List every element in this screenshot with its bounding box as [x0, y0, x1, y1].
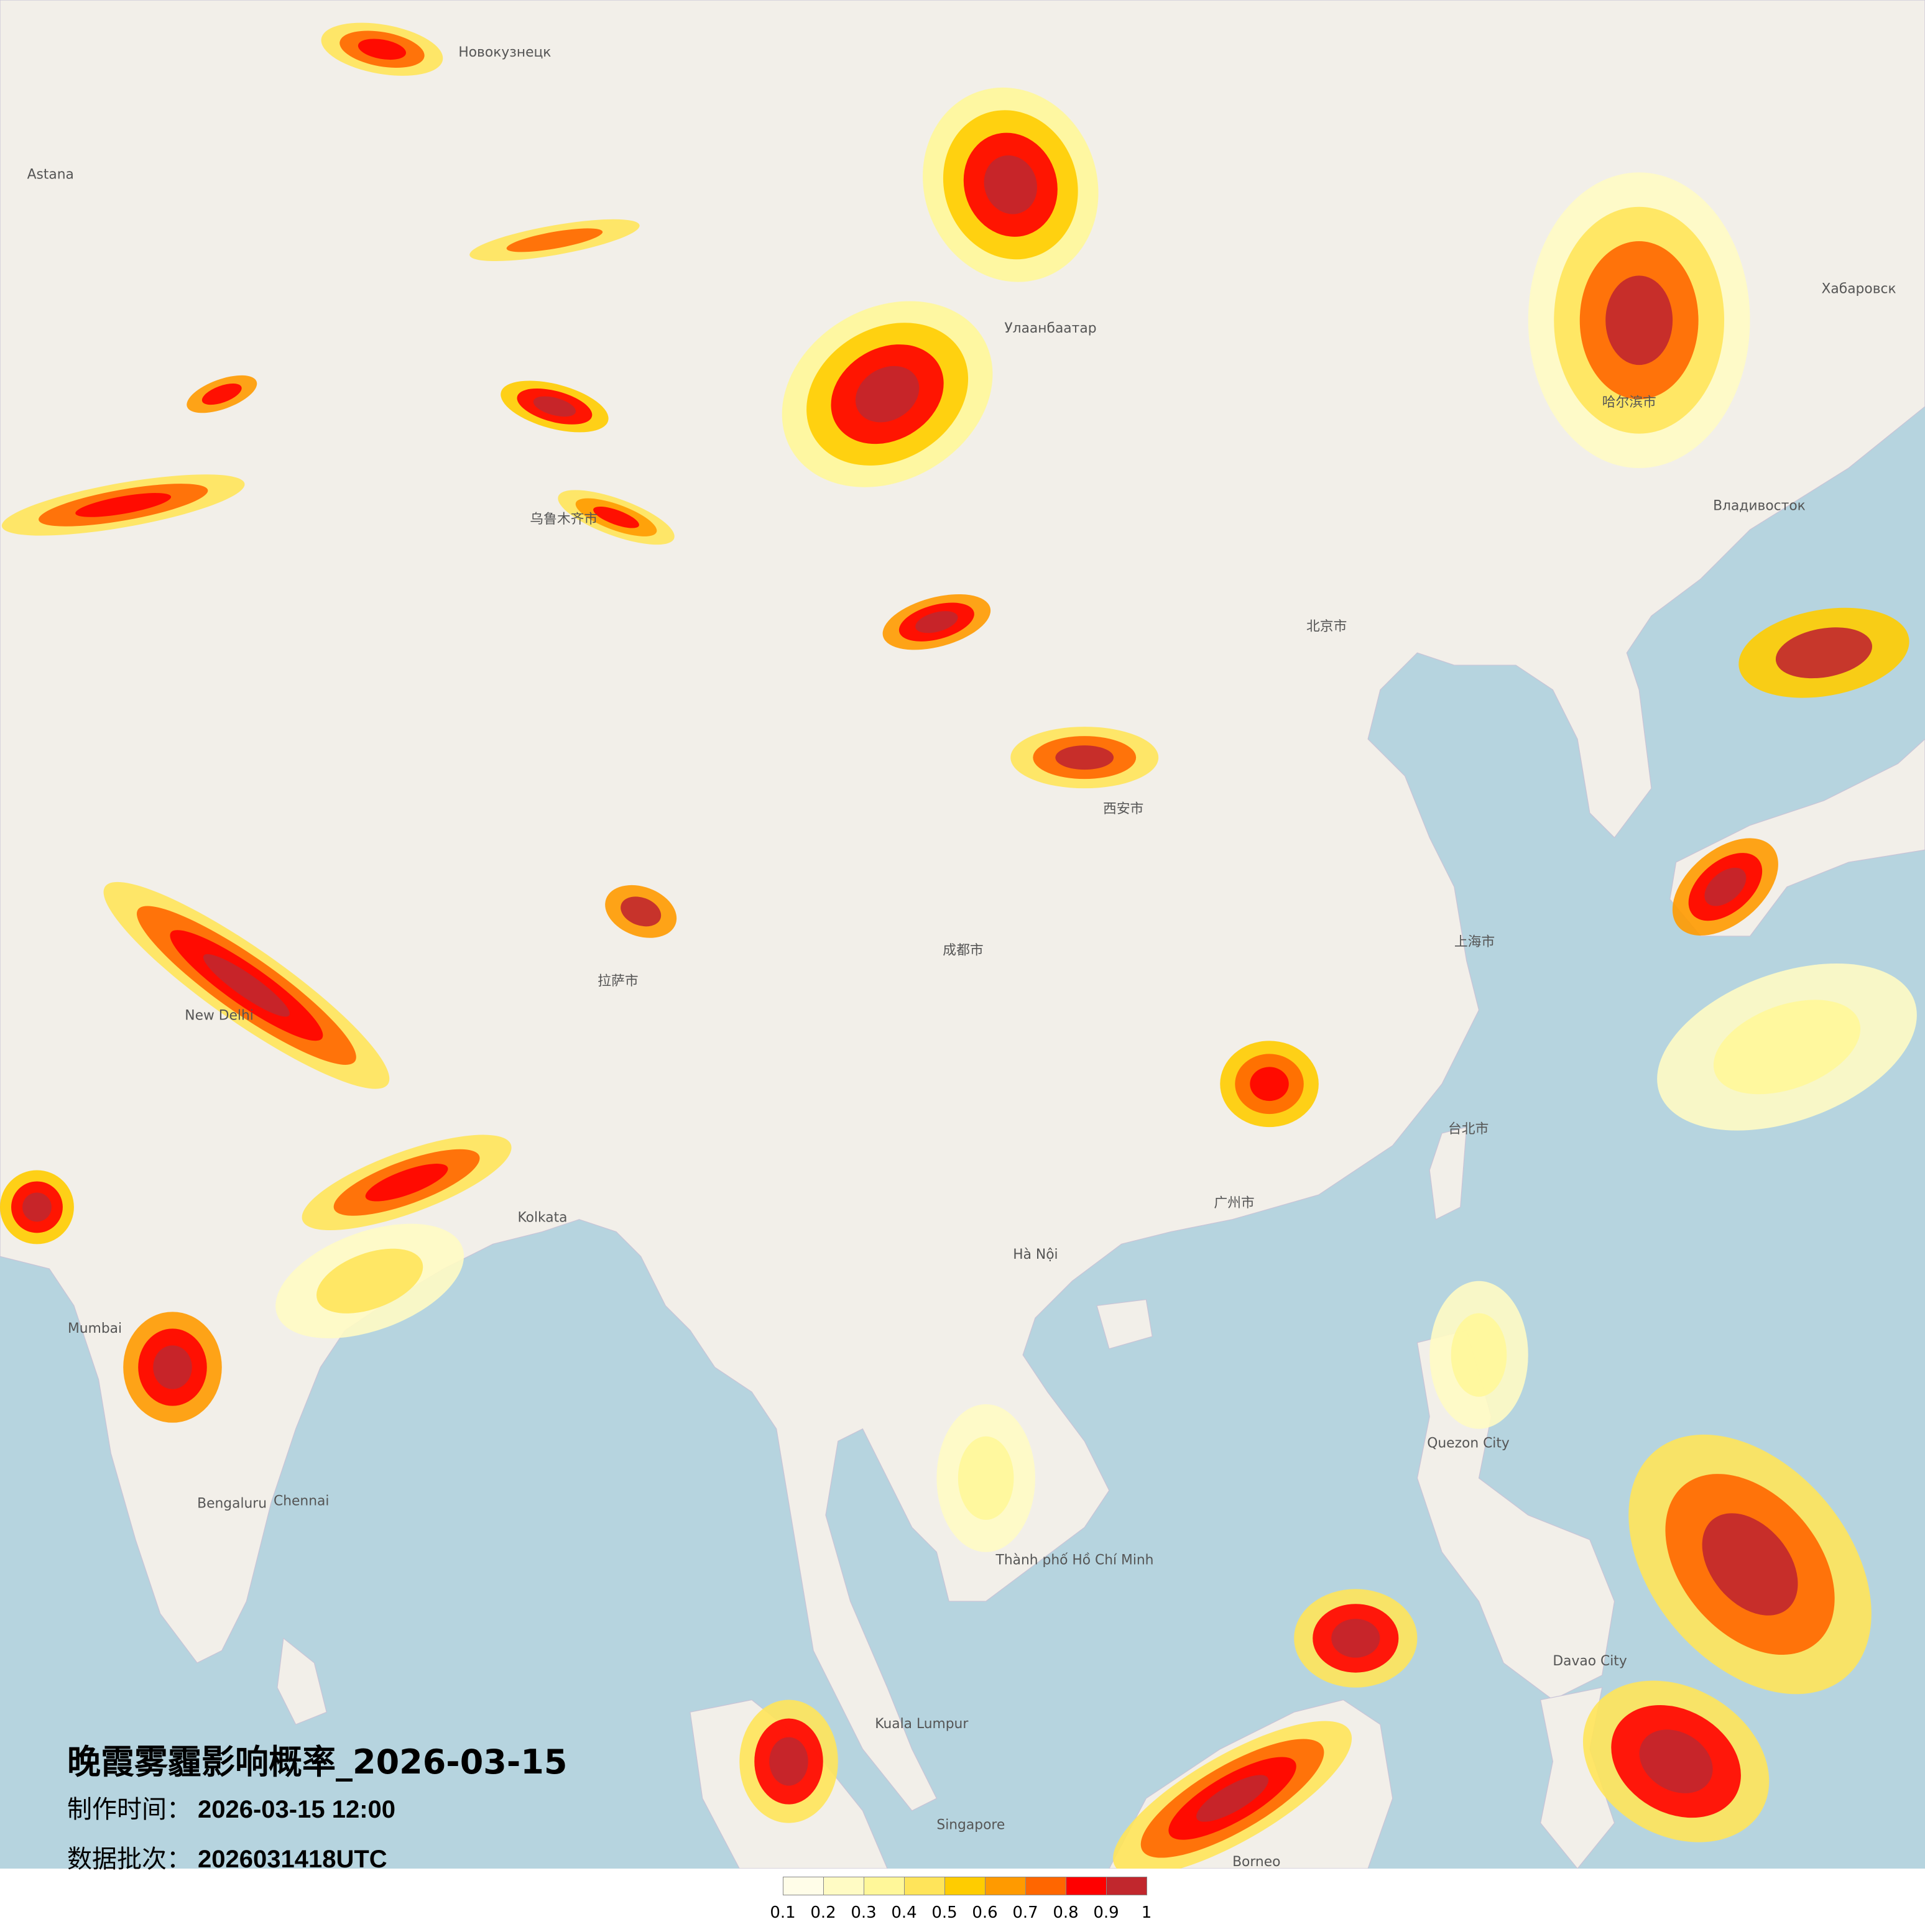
place-label: Borneo [1232, 1854, 1280, 1869]
legend-swatch [823, 1877, 864, 1895]
legend-tick: 0.1 [770, 1903, 796, 1922]
sulawesi [1540, 1686, 1615, 1869]
haze-area [593, 506, 639, 528]
legend-swatch [1066, 1877, 1107, 1895]
legend-swatch [1106, 1877, 1147, 1895]
legend-tick: 0.6 [972, 1903, 998, 1922]
legend-tick: 0.2 [810, 1903, 836, 1922]
place-label: 北京市 [1306, 619, 1347, 635]
haze-area [22, 1192, 52, 1222]
legend-tick: 0.8 [1053, 1903, 1079, 1922]
legend-tick: 0.4 [891, 1903, 917, 1922]
place-label: 哈尔滨市 [1602, 395, 1656, 410]
haze-area [365, 1164, 448, 1202]
place-label: Davao City [1553, 1654, 1627, 1669]
haze-area [1331, 1619, 1380, 1658]
place-label: Thành phố Hồ Chí Minh [995, 1553, 1154, 1568]
place-label: 成都市 [943, 943, 983, 959]
haze-area [75, 493, 172, 517]
haze-area [1451, 1313, 1507, 1397]
haze-area [1055, 745, 1114, 770]
place-label: Quezon City [1427, 1435, 1510, 1451]
data-batch-label: 数据批次： [67, 1845, 192, 1874]
haze-area [1775, 627, 1872, 679]
haze-area [201, 384, 242, 405]
sri-lanka [277, 1637, 327, 1725]
place-label: Chennai [274, 1493, 329, 1509]
production-time-value: 2026-03-15 12:00 [198, 1796, 396, 1823]
haze-area [1704, 867, 1747, 906]
legend-tick-labels: 0.1 0.2 0.3 0.4 0.5 0.6 0.7 0.8 0.9 1 [0, 1903, 1925, 1928]
legend-tick: 0.7 [1012, 1903, 1038, 1922]
haze-area [855, 366, 920, 423]
place-label: 台北市 [1448, 1121, 1489, 1137]
place-label: Владивосток [1713, 498, 1806, 513]
haze-area [769, 1737, 808, 1786]
haze-area [1702, 1513, 1798, 1616]
haze-area [1605, 275, 1673, 366]
place-label: Новокузнецк [458, 45, 551, 60]
data-batch: 数据批次： 2026031418UTC [67, 1839, 387, 1875]
haze-area [958, 1436, 1014, 1520]
place-label: Улаанбаатар [1004, 321, 1096, 336]
place-label: 乌鲁木齐市 [530, 512, 598, 527]
color-legend [783, 1877, 1147, 1895]
taiwan [1429, 1126, 1467, 1220]
legend-tick: 0.3 [851, 1903, 877, 1922]
haze-area [984, 155, 1037, 214]
place-label: Astana [27, 167, 74, 182]
legend-swatch [864, 1877, 905, 1895]
place-label: 上海市 [1454, 934, 1495, 950]
place-label: Хабаровск [1822, 282, 1896, 297]
haze-area [153, 1345, 192, 1389]
place-label: Bengaluru [197, 1496, 267, 1511]
haze-area [621, 896, 662, 927]
place-label: 广州市 [1214, 1195, 1254, 1211]
place-label: Mumbai [68, 1321, 122, 1336]
hainan [1096, 1299, 1153, 1350]
data-batch-value: 2026031418UTC [198, 1846, 387, 1873]
haze-area [1639, 1729, 1713, 1793]
haze-area [1713, 1000, 1861, 1095]
haze-area [358, 39, 406, 60]
haze-area [316, 1248, 423, 1313]
place-label: Singapore [936, 1818, 1005, 1833]
place-label: Hà Nội [1013, 1247, 1058, 1263]
haze-probability-layer [0, 22, 1917, 1869]
haze-area [915, 611, 958, 633]
place-label: New Delhi [185, 1008, 254, 1024]
legend-tick: 1 [1141, 1903, 1152, 1922]
place-label: Kuala Lumpur [875, 1716, 968, 1732]
place-label: 拉萨市 [598, 973, 638, 989]
place-label: Kolkata [517, 1210, 567, 1226]
legend-swatch [985, 1877, 1026, 1895]
legend-swatch [944, 1877, 986, 1895]
legend-swatch [1025, 1877, 1066, 1895]
mainland [0, 0, 1925, 1811]
legend-tick: 0.5 [931, 1903, 958, 1922]
production-time: 制作时间： 2026-03-15 12:00 [67, 1789, 395, 1825]
place-label: 西安市 [1103, 801, 1143, 817]
legend-swatch [904, 1877, 945, 1895]
production-time-label: 制作时间： [67, 1795, 192, 1824]
haze-area [533, 396, 576, 417]
legend-tick: 0.9 [1093, 1903, 1119, 1922]
haze-area [1196, 1775, 1269, 1822]
legend-swatch [783, 1877, 824, 1895]
map-title: 晚霞雾霾影响概率_2026-03-15 [67, 1742, 568, 1782]
haze-area [1250, 1067, 1289, 1102]
haze-area [203, 954, 290, 1017]
haze-area [506, 228, 603, 252]
